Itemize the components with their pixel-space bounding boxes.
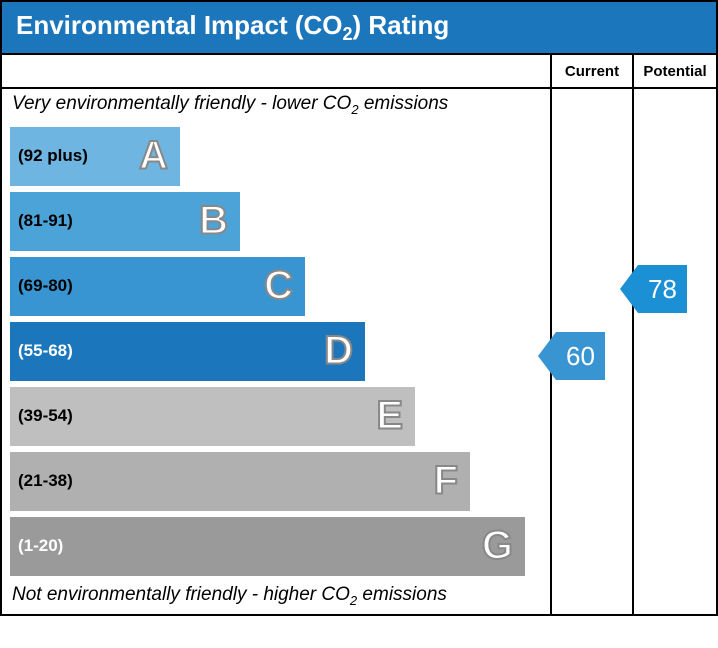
band-row-f: (21-38) F [2, 450, 550, 513]
current-column: Current 60 [552, 55, 634, 614]
band-range-label: (55-68) [10, 341, 73, 361]
bottom-caption: Not environmentally friendly - higher CO… [2, 580, 550, 614]
potential-area: 78 [634, 89, 716, 648]
band-bar-f: (21-38) F [10, 452, 470, 511]
band-letter-c: C [264, 264, 293, 309]
bottom-caption-suffix: emissions [357, 584, 447, 605]
band-range-label: (92 plus) [10, 146, 88, 166]
bottom-caption-prefix: Not environmentally friendly - higher CO [12, 584, 350, 605]
current-pointer: 60 [538, 332, 605, 380]
band-range-label: (21-38) [10, 471, 73, 491]
band-row-a: (92 plus) A [2, 125, 550, 188]
top-caption-sub: 2 [351, 102, 358, 117]
potential-header: Potential [634, 55, 716, 89]
band-bar-e: (39-54) E [10, 387, 415, 446]
band-bar-d: (55-68) D [10, 322, 365, 381]
header-spacer [2, 55, 550, 89]
potential-pointer-arrow-icon [620, 265, 638, 313]
band-row-g: (1-20) G [2, 515, 550, 578]
current-area: 60 [552, 89, 632, 648]
bands-area: (92 plus) A (81-91) B (69-80) C (55-68) D (39-54… [2, 125, 550, 578]
band-bar-g: (1-20) G [10, 517, 525, 576]
band-letter-b: B [199, 199, 228, 244]
potential-pointer-value: 78 [638, 265, 687, 313]
title-sub: 2 [343, 24, 353, 44]
band-row-c: (69-80) C [2, 255, 550, 318]
band-row-e: (39-54) E [2, 385, 550, 448]
band-bar-c: (69-80) C [10, 257, 305, 316]
title-suffix: ) Rating [353, 10, 450, 40]
band-letter-g: G [482, 524, 513, 569]
band-range-label: (1-20) [10, 536, 63, 556]
band-letter-a: A [139, 134, 168, 179]
band-row-b: (81-91) B [2, 190, 550, 253]
epc-chart: Environmental Impact (CO2) Rating Very e… [0, 0, 718, 616]
potential-column: Potential 78 [634, 55, 716, 614]
band-bar-a: (92 plus) A [10, 127, 180, 186]
top-caption-prefix: Very environmentally friendly - lower CO [12, 93, 351, 114]
band-letter-f: F [434, 459, 458, 504]
chart-body: Very environmentally friendly - lower CO… [2, 53, 716, 614]
bands-column: Very environmentally friendly - lower CO… [2, 55, 552, 614]
band-range-label: (39-54) [10, 406, 73, 426]
current-pointer-value: 60 [556, 332, 605, 380]
current-header: Current [552, 55, 632, 89]
band-range-label: (69-80) [10, 276, 73, 296]
band-row-d: (55-68) D [2, 320, 550, 383]
title-prefix: Environmental Impact (CO [16, 10, 343, 40]
band-range-label: (81-91) [10, 211, 73, 231]
band-letter-e: E [376, 394, 403, 439]
band-bar-b: (81-91) B [10, 192, 240, 251]
top-caption: Very environmentally friendly - lower CO… [2, 89, 550, 123]
chart-title: Environmental Impact (CO2) Rating [2, 2, 716, 53]
potential-pointer: 78 [620, 265, 687, 313]
band-letter-d: D [324, 329, 353, 374]
top-caption-suffix: emissions [359, 93, 449, 114]
current-pointer-arrow-icon [538, 332, 556, 380]
